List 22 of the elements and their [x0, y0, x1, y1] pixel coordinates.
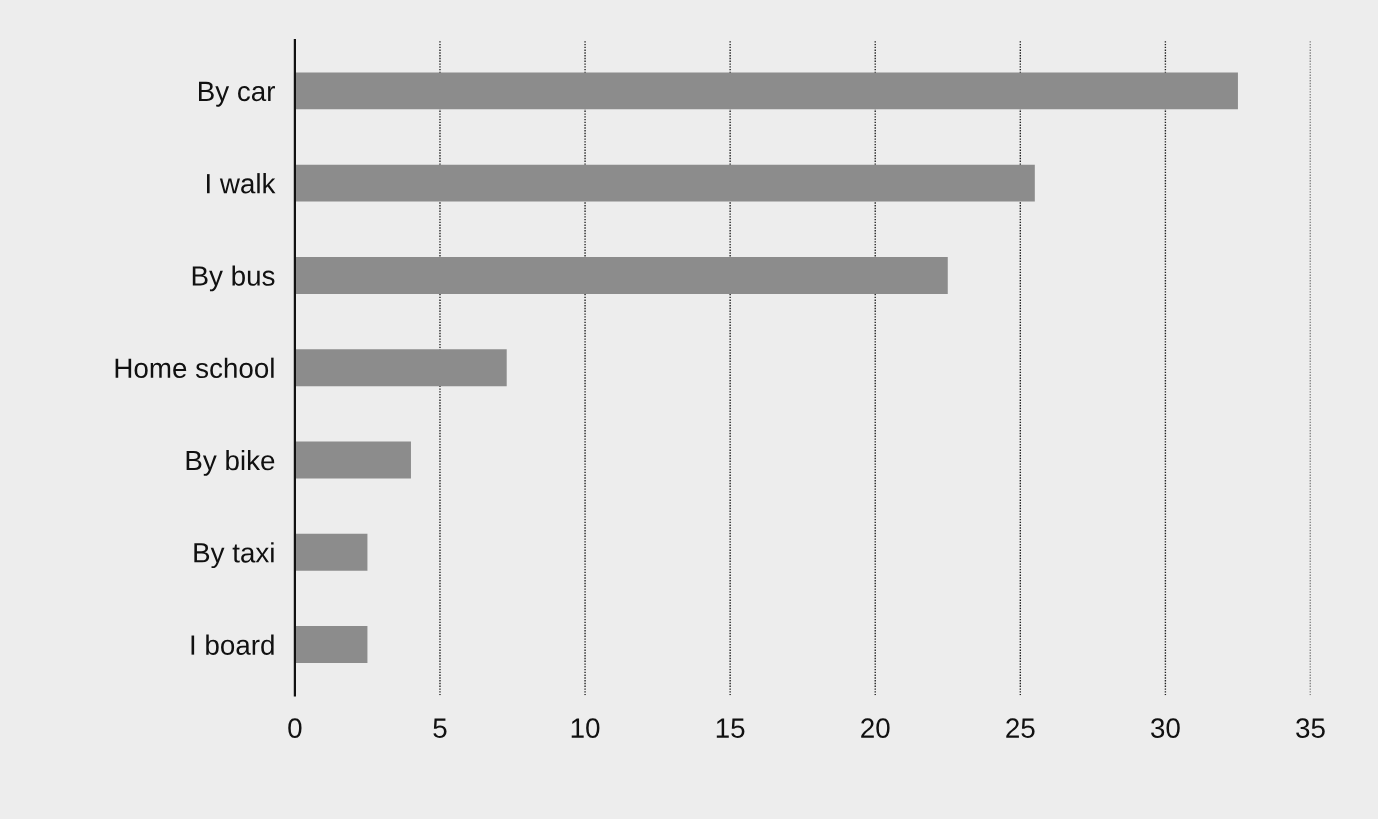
- x-tick-label: 35: [1296, 718, 1325, 738]
- y-tick-label: I board: [191, 634, 274, 655]
- x-tick-label: 10: [571, 718, 600, 738]
- y-tick-label: By bus: [192, 265, 275, 292]
- bar: [294, 256, 948, 294]
- bar: [294, 349, 507, 387]
- x-tick-label: 25: [1006, 718, 1035, 738]
- x-tick-label: 0: [288, 718, 302, 738]
- y-tick-label: By bike: [186, 449, 275, 476]
- bar: [294, 441, 411, 479]
- x-tick-label: 30: [1151, 718, 1180, 738]
- x-tick-label: 5: [433, 718, 447, 738]
- y-tick-label: By car: [199, 81, 275, 107]
- bar: [294, 626, 368, 664]
- bar: [294, 72, 1238, 110]
- x-tick-label: 20: [861, 718, 890, 738]
- x-tick-label: 15: [716, 718, 745, 738]
- y-tick-label: I walk: [207, 173, 276, 194]
- bar: [294, 164, 1035, 202]
- bar: [294, 533, 368, 571]
- y-tick-label: Home school: [115, 357, 274, 379]
- y-tick-label: By taxi: [194, 542, 274, 569]
